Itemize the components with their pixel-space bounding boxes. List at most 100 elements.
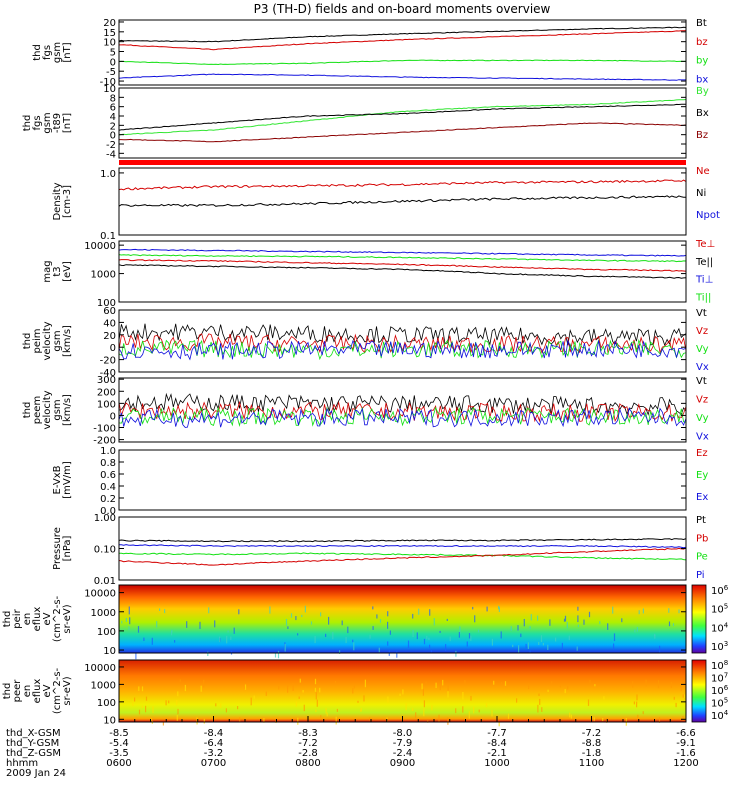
series-Te||: [118, 264, 687, 279]
colorbar-tick: 105: [711, 603, 728, 616]
y-tick-label: 2: [110, 121, 116, 132]
ephemeris-value: 0900: [390, 758, 415, 769]
y-tick-label: 100: [97, 298, 116, 309]
ephemeris-value: -8.8: [582, 738, 602, 749]
y-tick-label: 8: [110, 93, 116, 104]
ephemeris-row-label: thd_X-GSM: [6, 728, 61, 739]
series-group: [118, 179, 687, 207]
legend: Vt Vz Vy Vx: [696, 376, 709, 443]
legend-entry: Vy: [696, 413, 709, 424]
ephemeris-value: -1.6: [676, 748, 696, 759]
panel-frame: [118, 87, 687, 159]
y-tick-label: 100: [97, 698, 116, 709]
series-group: [118, 538, 687, 566]
colorbar-ion: [691, 584, 707, 654]
y-tick-label: 10: [103, 715, 116, 726]
legend-entry: Vx: [696, 362, 709, 373]
y-tick-label: 0: [110, 411, 116, 422]
legend-entry: Vz: [696, 326, 708, 337]
y-tick-label: 60: [103, 306, 116, 317]
y-axis-label: Density[cm-3]: [52, 182, 73, 220]
ephemeris-value: -1.8: [582, 748, 602, 759]
series-Bt: [118, 26, 687, 43]
legend-entry: Te⊥: [695, 239, 715, 250]
y-tick-label: 0.1: [100, 231, 116, 242]
ephemeris-value: -8.3: [298, 728, 318, 739]
series-group: [118, 99, 687, 143]
panel-3: 1.0 0.1 Density[cm-3] Ne Ni Npot: [52, 166, 720, 242]
ephemeris-value: 1000: [484, 758, 509, 769]
series-Bx: [118, 103, 686, 131]
y-tick-label: 10000: [84, 663, 116, 674]
ephemeris-value: -2.4: [393, 748, 413, 759]
legend: By Bx Bz: [696, 86, 709, 141]
y-tick-label: 0.2: [100, 494, 116, 505]
ephemeris-value: -8.4: [204, 728, 224, 739]
y-axis-label: thdfgsgsm[nT]: [32, 42, 73, 63]
series-group: [118, 323, 687, 361]
ephemeris-value: -5.4: [109, 738, 129, 749]
legend-entry: bx: [696, 74, 708, 85]
y-axis-label: thdfgsgsm-t89[nT]: [22, 112, 73, 133]
colorbar-tick: 106: [711, 684, 729, 697]
y-tick-label: 0.6: [100, 470, 116, 481]
panel-frame: [118, 377, 687, 443]
ephemeris-value: -3.2: [204, 748, 224, 759]
colorbar-tick: 107: [711, 672, 728, 685]
legend-entry: Bt: [696, 18, 707, 29]
y-tick-label: 10000: [84, 241, 116, 252]
legend-entry: Ti||: [695, 292, 711, 303]
legend-entry: Ez: [696, 448, 708, 459]
legend-entry: by: [696, 56, 708, 67]
ephemeris-value: -8.0: [393, 728, 413, 739]
y-axis-label: thdpeemvelocitygsm[km/s]: [22, 390, 73, 429]
series-by: [118, 59, 687, 66]
y-tick-label: 0: [110, 131, 116, 142]
y-tick-label: 100: [97, 627, 116, 638]
ephemeris-value: -6.4: [204, 738, 224, 749]
ephemeris-value: -8.5: [109, 728, 129, 739]
ephemeris-value: 0700: [201, 758, 226, 769]
legend-entry: Pi: [696, 570, 705, 581]
series-Pi: [119, 544, 687, 549]
series-Pe: [119, 552, 687, 561]
y-tick-label: -2: [106, 140, 116, 151]
y-tick-label: -10: [100, 77, 116, 88]
legend: Vt Vz Vy Vx: [696, 308, 709, 373]
legend-entry: Npot: [696, 210, 720, 221]
ephemeris-value: -3.5: [109, 748, 129, 759]
y-tick-label: 0: [110, 343, 116, 354]
colorbar-tick: 105: [711, 697, 728, 710]
y-tick-label: 1.00: [94, 513, 116, 524]
legend-entry: bz: [696, 37, 708, 48]
y-tick-label: 0: [110, 57, 116, 68]
y-tick-label: 40: [103, 318, 116, 329]
y-tick-label: 1000: [91, 608, 116, 619]
legend: Bt bz by bx: [696, 18, 708, 85]
ephemeris-value: 0800: [295, 758, 320, 769]
y-tick-label: 0.10: [94, 545, 116, 556]
legend: Te⊥ Te|| Ti⊥ Ti||: [695, 239, 715, 303]
ephemeris-value: -6.6: [676, 728, 696, 739]
legend-entry: Bz: [696, 130, 708, 141]
legend-entry: Ex: [696, 492, 708, 503]
y-tick-label: 1000: [91, 680, 116, 691]
series-Vx: [118, 339, 687, 361]
ephemeris-row-label: thd_Z-GSM: [6, 748, 61, 759]
ephemeris-value: -2.8: [298, 748, 318, 759]
y-tick-label: -4: [106, 149, 116, 160]
panel-5: 6040200-20-40thdpeimvelocitygsm[km/s]VtV…: [22, 306, 709, 379]
y-tick-label: -20: [100, 356, 116, 367]
y-axis-label: thdpeimvelocitygsm[km/s]: [22, 321, 73, 360]
ephemeris-value: -7.9: [393, 738, 413, 749]
legend-entry: Ti⊥: [695, 275, 713, 286]
figure-title: P3 (TH-D) fields and on-board moments ov…: [254, 2, 551, 16]
legend: Ez Ey Ex: [696, 448, 708, 503]
y-tick-label: 0.8: [100, 458, 116, 469]
colorbar-tick: 106: [711, 584, 729, 597]
y-tick-label: 4: [110, 112, 116, 123]
legend-entry: Te||: [695, 257, 713, 268]
